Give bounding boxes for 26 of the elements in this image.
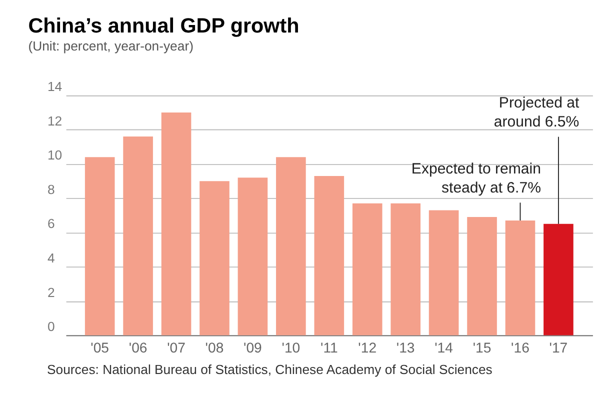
y-tick-label: 6 bbox=[47, 216, 55, 232]
x-tick-label: '16 bbox=[511, 340, 530, 356]
x-tick-label: '17 bbox=[549, 340, 568, 356]
x-tick-label: '15 bbox=[472, 340, 492, 356]
x-tick-label: '13 bbox=[396, 340, 415, 356]
y-tick-label: 8 bbox=[47, 182, 55, 197]
x-tick-label: '14 bbox=[434, 340, 454, 356]
source-note: Sources: National Bureau of Statistics, Chinese Academy of Social Sciences bbox=[47, 362, 493, 377]
y-tick-label: 12 bbox=[47, 113, 62, 128]
chart-subtitle: (Unit: percent, year-on-year) bbox=[28, 38, 194, 54]
annotation: Expected to remain steady at 6.7% bbox=[411, 160, 541, 196]
x-tick-label: '07 bbox=[167, 340, 186, 356]
y-tick-label: 14 bbox=[47, 79, 62, 94]
y-tick-label: 0 bbox=[47, 319, 55, 334]
x-tick-label: '06 bbox=[128, 340, 148, 356]
x-tick-label: '09 bbox=[244, 340, 262, 356]
y-tick-label: 2 bbox=[47, 284, 55, 300]
x-tick-label: '08 bbox=[205, 340, 224, 356]
chart-title: China’s annual GDP growth bbox=[28, 14, 300, 38]
y-tick-label: 4 bbox=[47, 250, 55, 266]
x-tick-label: '12 bbox=[358, 340, 377, 356]
annotation: Projected at around 6.5% bbox=[494, 94, 580, 130]
y-tick-label: 10 bbox=[47, 148, 62, 163]
x-tick-label: '05 bbox=[90, 340, 110, 356]
x-tick-label: '11 bbox=[320, 340, 338, 356]
x-tick-label: '10 bbox=[282, 340, 300, 356]
